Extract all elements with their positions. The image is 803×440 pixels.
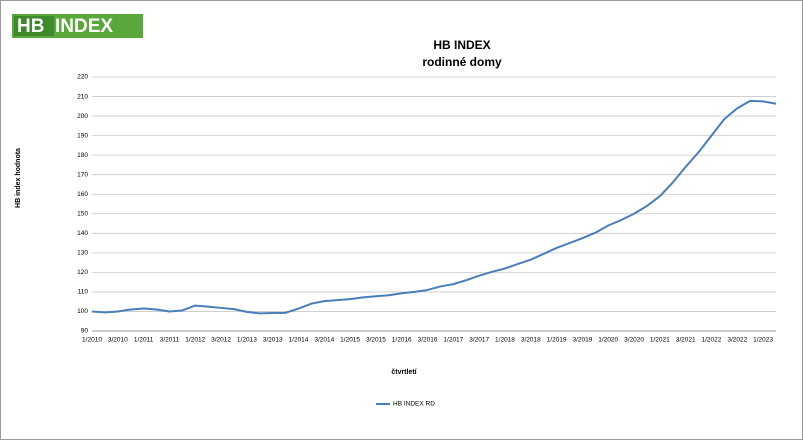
- x-tick-label: 1/2022: [702, 337, 722, 344]
- x-tick-label: 3/2017: [469, 337, 489, 344]
- logo-box: [14, 16, 54, 36]
- x-tick-label: 1/2013: [237, 337, 257, 344]
- x-tick-label: 1/2012: [185, 337, 205, 344]
- y-tick-label: 210: [77, 93, 88, 100]
- logo-left: HB: [17, 16, 44, 37]
- y-tick-label: 100: [77, 308, 88, 315]
- y-tick-label: 120: [77, 269, 88, 276]
- x-tick-label: 1/2019: [547, 337, 567, 344]
- x-tick-label: 3/2011: [160, 337, 180, 344]
- data-line: [91, 99, 777, 315]
- x-tick-label: 3/2014: [314, 337, 334, 344]
- x-tick-label: 3/2016: [418, 337, 438, 344]
- x-tick-label: 3/2022: [727, 337, 747, 344]
- x-tick-label: 3/2010: [108, 337, 128, 344]
- x-tick-label: 1/2011: [134, 337, 154, 344]
- x-tick-label: 1/2021: [650, 337, 670, 344]
- x-tick-label: 3/2013: [263, 337, 283, 344]
- x-tick-label: 1/2016: [392, 337, 412, 344]
- x-tick-label: 3/2021: [676, 337, 696, 344]
- y-tick-label: 110: [78, 289, 89, 296]
- y-tick-label: 90: [81, 328, 89, 335]
- y-axis-label: HB index hodnota: [15, 148, 22, 208]
- y-tick-label: 180: [77, 152, 88, 159]
- x-tick-label: 1/2017: [443, 337, 463, 344]
- x-axis-label: čtvrtletí: [391, 369, 417, 376]
- chart-title: HB INDEX: [433, 38, 490, 52]
- x-tick-label: 3/2020: [624, 337, 644, 344]
- y-tick-label: 220: [77, 74, 88, 81]
- x-tick-label: 3/2018: [521, 337, 541, 344]
- logo-right: INDEX: [55, 16, 113, 37]
- x-tick-label: 1/2018: [495, 337, 515, 344]
- legend-label: HB INDEX RD: [393, 401, 435, 408]
- x-tick-label: 3/2012: [211, 337, 231, 344]
- y-tick-label: 150: [77, 210, 88, 217]
- y-tick-label: 200: [77, 113, 88, 120]
- y-tick-label: 140: [77, 230, 88, 237]
- y-tick-label: 130: [77, 250, 88, 257]
- x-tick-label: 1/2014: [289, 337, 309, 344]
- x-tick-label: 1/2010: [82, 337, 102, 344]
- x-tick-label: 1/2023: [753, 337, 773, 344]
- x-tick-label: 1/2020: [598, 337, 618, 344]
- x-tick-label: 3/2015: [366, 337, 386, 344]
- y-tick-label: 190: [77, 132, 88, 139]
- y-tick-label: 160: [77, 191, 88, 198]
- chart-subtitle: rodinné domy: [422, 55, 502, 69]
- y-tick-label: 170: [77, 171, 88, 178]
- x-tick-label: 1/2015: [340, 337, 360, 344]
- x-tick-label: 3/2019: [572, 337, 592, 344]
